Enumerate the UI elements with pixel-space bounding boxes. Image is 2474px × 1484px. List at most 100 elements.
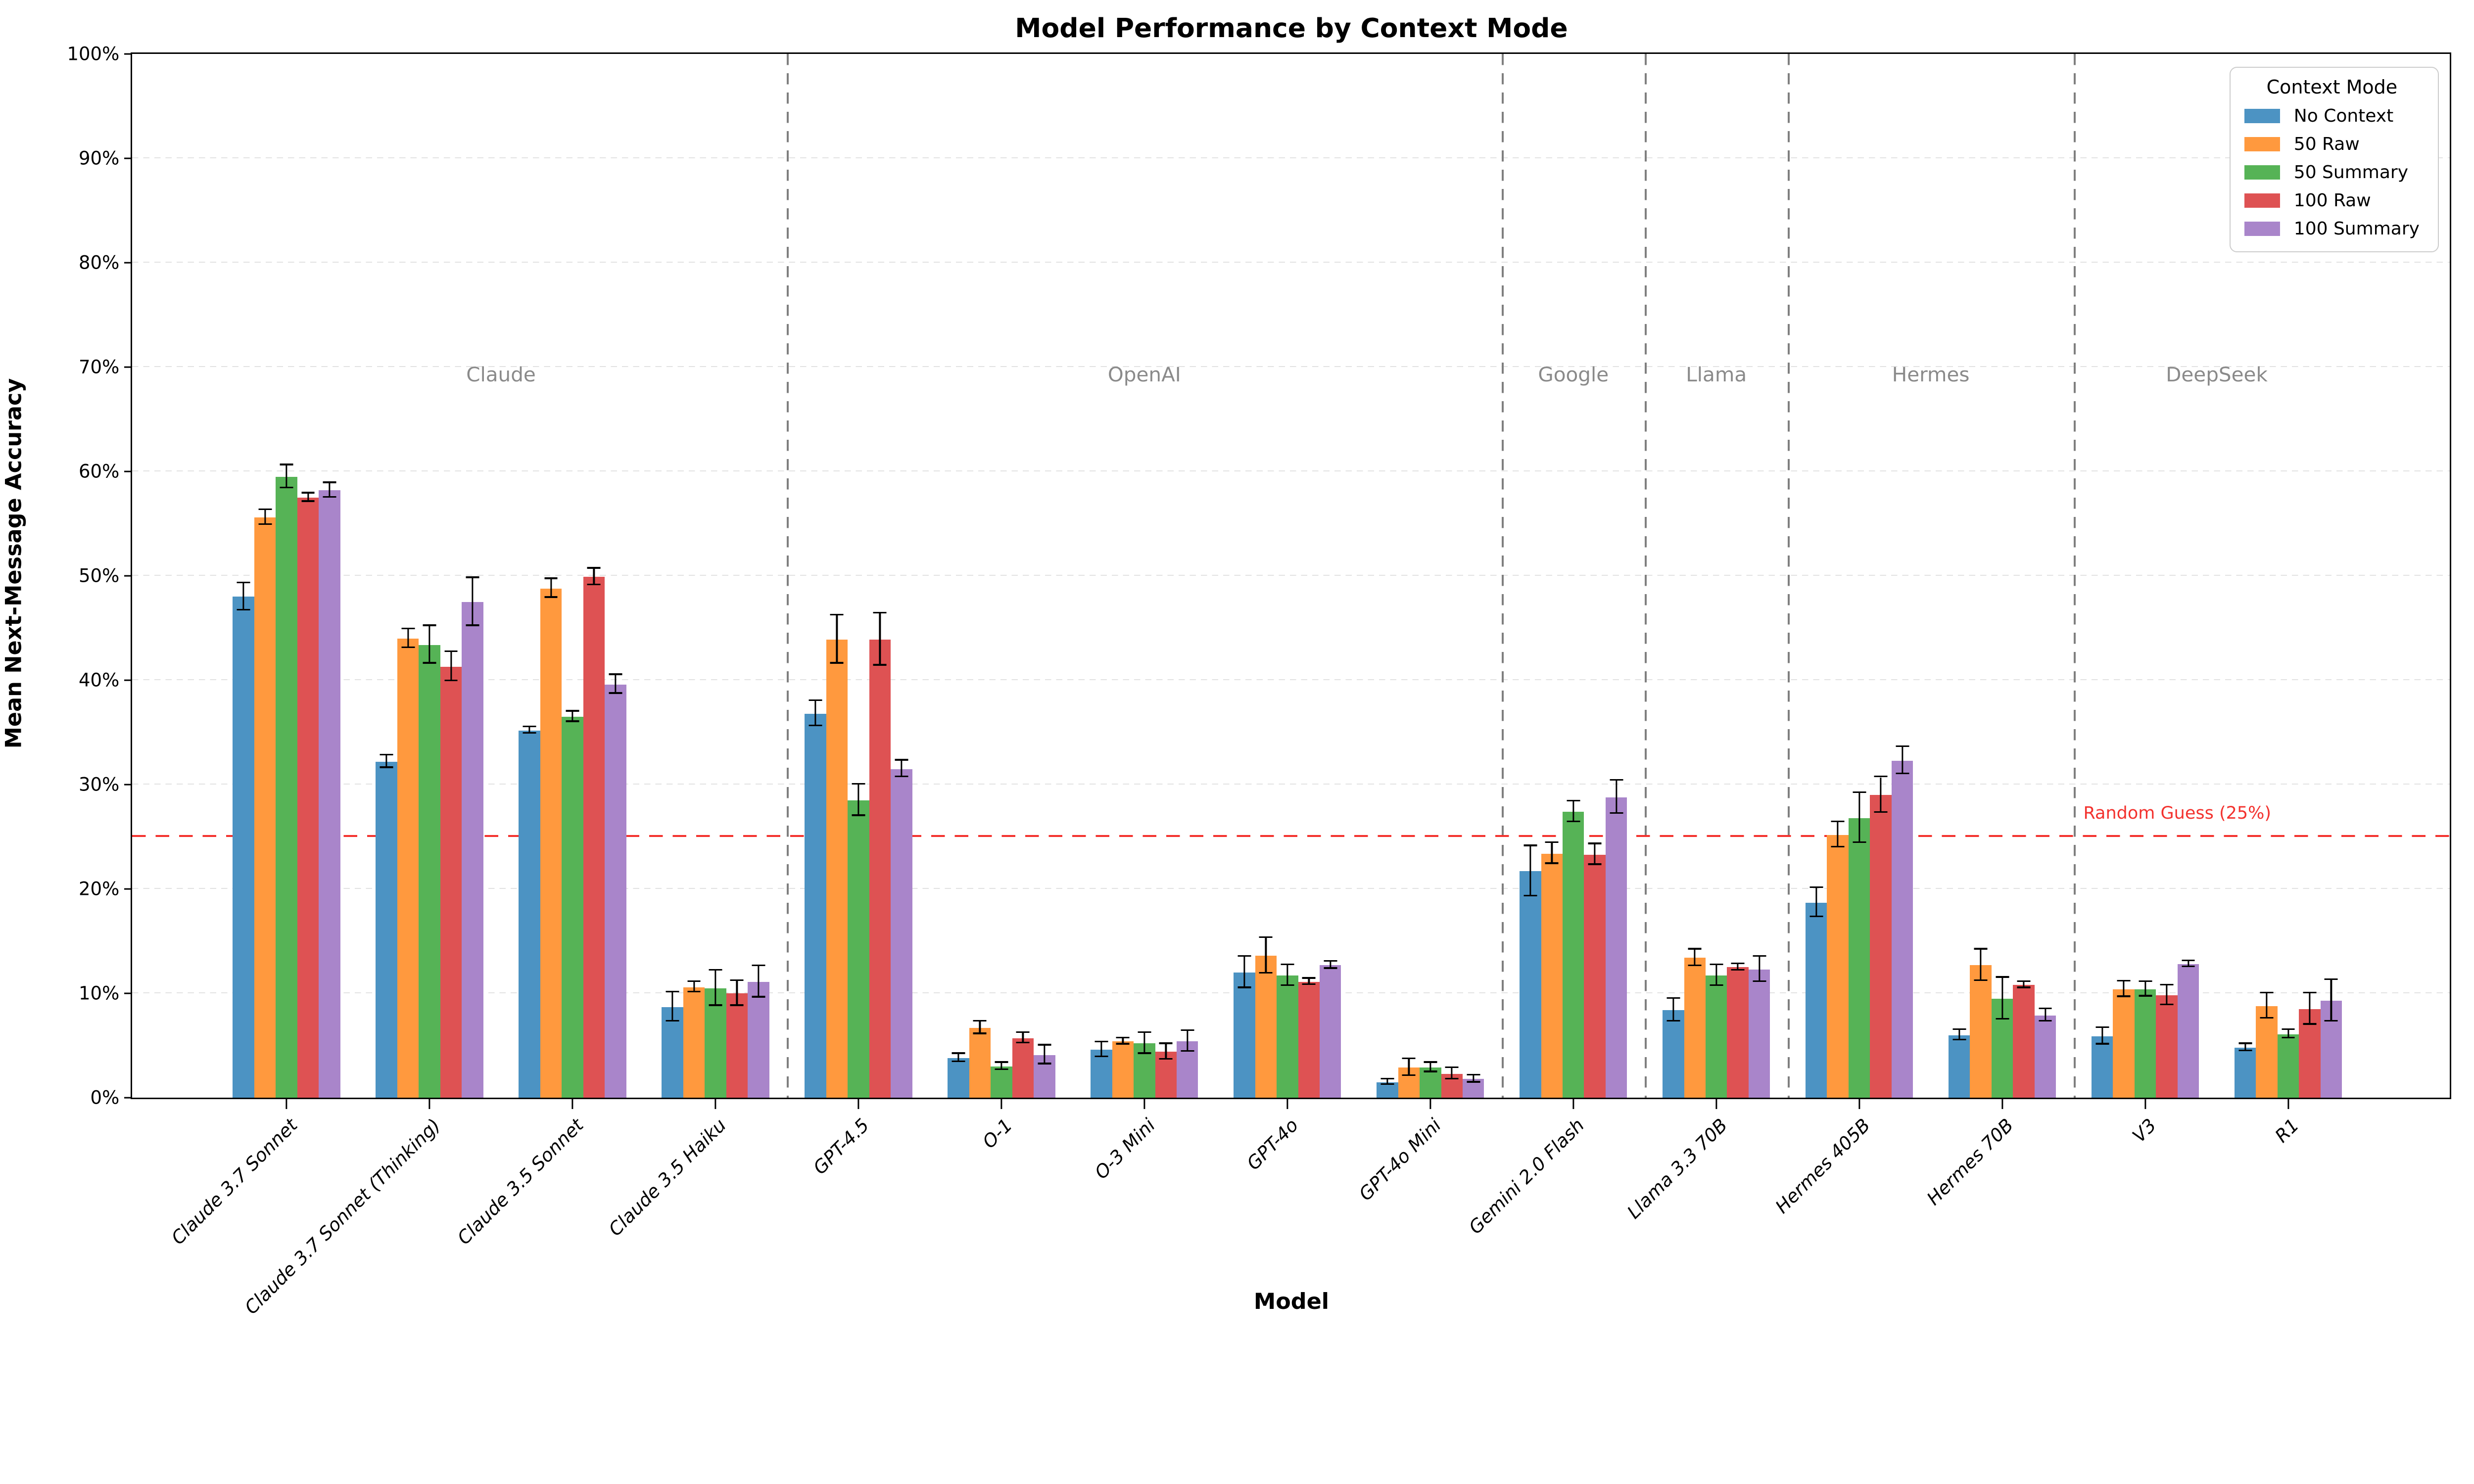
error-bar-cap (1809, 915, 1823, 918)
error-bar-cap (752, 996, 765, 998)
error-bar (1694, 949, 1696, 967)
error-bar (1901, 747, 1903, 775)
error-bar-cap (1853, 841, 1866, 843)
x-tick-label: GPT-4o (1242, 1114, 1303, 1174)
error-bar-cap (1445, 1078, 1459, 1080)
y-tick-mark (124, 1097, 132, 1099)
error-bar (1758, 957, 1760, 982)
y-tick-mark (124, 888, 132, 890)
error-bar (593, 568, 595, 586)
error-bar-cap (2139, 980, 2152, 982)
error-bar (693, 982, 695, 993)
error-bar-cap (1016, 1031, 1030, 1033)
error-bar-cap (1874, 776, 1888, 778)
x-tick-mark (857, 1098, 859, 1109)
error-bar-cap (301, 492, 315, 494)
error-bar-cap (1302, 983, 1316, 985)
x-tick-label: R1 (2271, 1114, 2303, 1147)
error-bar-cap (2238, 1050, 2252, 1052)
error-bar-cap (2260, 1017, 2274, 1019)
error-bar (1980, 949, 1982, 981)
bar (2156, 995, 2178, 1098)
error-bar-cap (380, 766, 393, 768)
bar (1012, 1038, 1034, 1098)
error-bar-cap (523, 725, 536, 728)
x-tick-mark (1286, 1098, 1288, 1109)
error-bar (957, 1054, 959, 1063)
error-bar (1044, 1045, 1046, 1065)
bar (1584, 854, 1606, 1098)
error-bar-cap (1588, 842, 1602, 844)
x-tick-mark (1572, 1098, 1574, 1109)
bar (1848, 818, 1870, 1098)
vendor-group-label: OpenAI (1107, 363, 1181, 387)
error-bar (714, 970, 716, 1006)
error-bar (2044, 1009, 2046, 1022)
bar (991, 1066, 1012, 1098)
vendor-group-label: Claude (466, 363, 536, 387)
bar (805, 713, 826, 1098)
error-bar (528, 727, 530, 734)
error-bar-cap (730, 979, 744, 981)
error-bar (879, 613, 881, 666)
bar (519, 730, 540, 1098)
error-bar-cap (1753, 980, 1766, 982)
error-bar-cap (2282, 1036, 2295, 1038)
x-tick-mark (2287, 1098, 2289, 1109)
bar (2234, 1047, 2256, 1098)
error-bar-cap (2182, 959, 2195, 961)
bar (2277, 1034, 2299, 1098)
x-axis-label: Model (1253, 1289, 1330, 1314)
error-bar-cap (1424, 1070, 1437, 1072)
y-gridline (132, 470, 2450, 472)
error-bar (1000, 1063, 1002, 1070)
error-bar (472, 578, 474, 626)
error-bar (836, 615, 838, 664)
y-tick-label: 0% (90, 1087, 120, 1109)
error-bar-cap (1380, 1083, 1394, 1085)
error-bar-cap (1445, 1066, 1459, 1068)
error-bar-cap (1259, 972, 1273, 974)
legend-swatch (2244, 165, 2281, 180)
error-bar-cap (1588, 863, 1602, 865)
error-bar (1958, 1030, 1960, 1041)
error-bar (428, 626, 430, 664)
error-bar-cap (544, 596, 558, 598)
chart-title: Model Performance by Context Mode (1015, 12, 1568, 44)
error-bar (307, 493, 309, 502)
error-bar-cap (1402, 1057, 1416, 1060)
error-bar-cap (1545, 862, 1559, 864)
error-bar-cap (301, 500, 315, 502)
bar (376, 761, 397, 1098)
bar (1827, 835, 1849, 1098)
error-bar-cap (1237, 986, 1251, 988)
error-bar-cap (1666, 1020, 1680, 1022)
y-gridline (132, 157, 2450, 159)
x-tick-mark (2001, 1098, 2003, 1109)
vendor-group-label: Google (1538, 363, 1609, 387)
error-bar-cap (2139, 995, 2152, 997)
y-tick-label: 20% (79, 878, 120, 900)
bar (1563, 812, 1584, 1098)
bar (2034, 1015, 2056, 1098)
legend-swatch (2244, 222, 2281, 236)
error-bar-cap (1467, 1081, 1480, 1083)
error-bar (758, 966, 760, 998)
y-tick-label: 60% (79, 461, 120, 482)
error-bar-cap (2238, 1042, 2252, 1044)
error-bar (2187, 961, 2189, 968)
error-bar-cap (809, 724, 822, 727)
error-bar-cap (609, 673, 622, 675)
error-bar-cap (2282, 1028, 2295, 1030)
bar (1948, 1035, 1970, 1098)
error-bar (1122, 1038, 1124, 1045)
error-bar-cap (709, 969, 722, 971)
y-gridline (132, 887, 2450, 889)
error-bar (857, 785, 859, 816)
x-tick-mark (1858, 1098, 1860, 1109)
x-tick-mark (1143, 1098, 1145, 1109)
error-bar-cap (1424, 1061, 1437, 1063)
bar (848, 800, 869, 1098)
error-bar-cap (1159, 1058, 1173, 1060)
x-tick-label: V3 (2128, 1114, 2160, 1147)
